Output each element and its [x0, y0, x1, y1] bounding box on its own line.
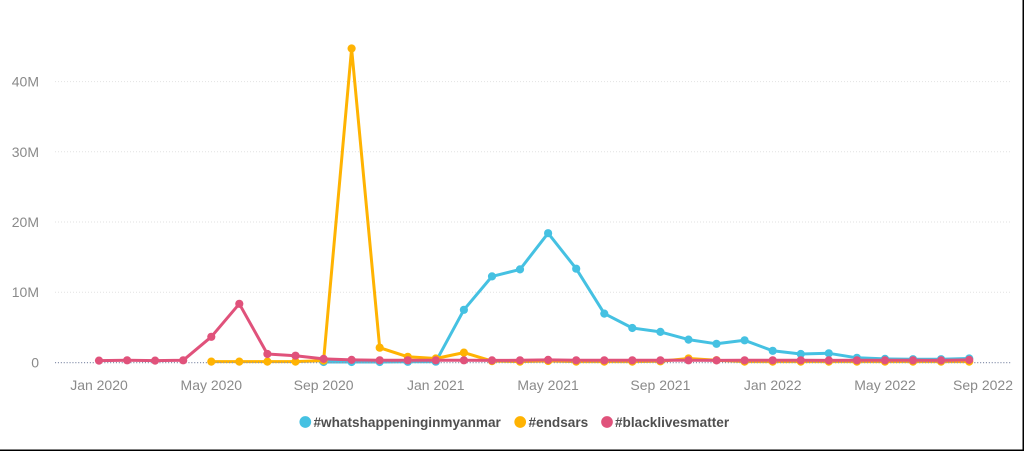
svg-text:May 2022: May 2022	[854, 377, 916, 393]
svg-text:May 2020: May 2020	[181, 377, 243, 393]
svg-text:#endsars: #endsars	[529, 415, 589, 430]
svg-text:Jan 2020: Jan 2020	[70, 377, 128, 393]
svg-text:40M: 40M	[12, 74, 39, 90]
svg-text:Jan 2021: Jan 2021	[407, 377, 465, 393]
svg-text:0: 0	[31, 354, 39, 370]
svg-text:Sep 2021: Sep 2021	[630, 377, 690, 393]
svg-text:Jan 2022: Jan 2022	[744, 377, 802, 393]
svg-text:10M: 10M	[12, 284, 39, 300]
svg-text:#blacklivesmatter: #blacklivesmatter	[615, 415, 730, 430]
svg-text:May 2021: May 2021	[517, 377, 579, 393]
svg-text:#whatshappeninginmyanmar: #whatshappeninginmyanmar	[314, 415, 502, 430]
svg-text:Sep 2022: Sep 2022	[953, 377, 1013, 393]
svg-text:30M: 30M	[12, 144, 39, 160]
svg-text:20M: 20M	[12, 214, 39, 230]
svg-text:Sep 2020: Sep 2020	[294, 377, 354, 393]
